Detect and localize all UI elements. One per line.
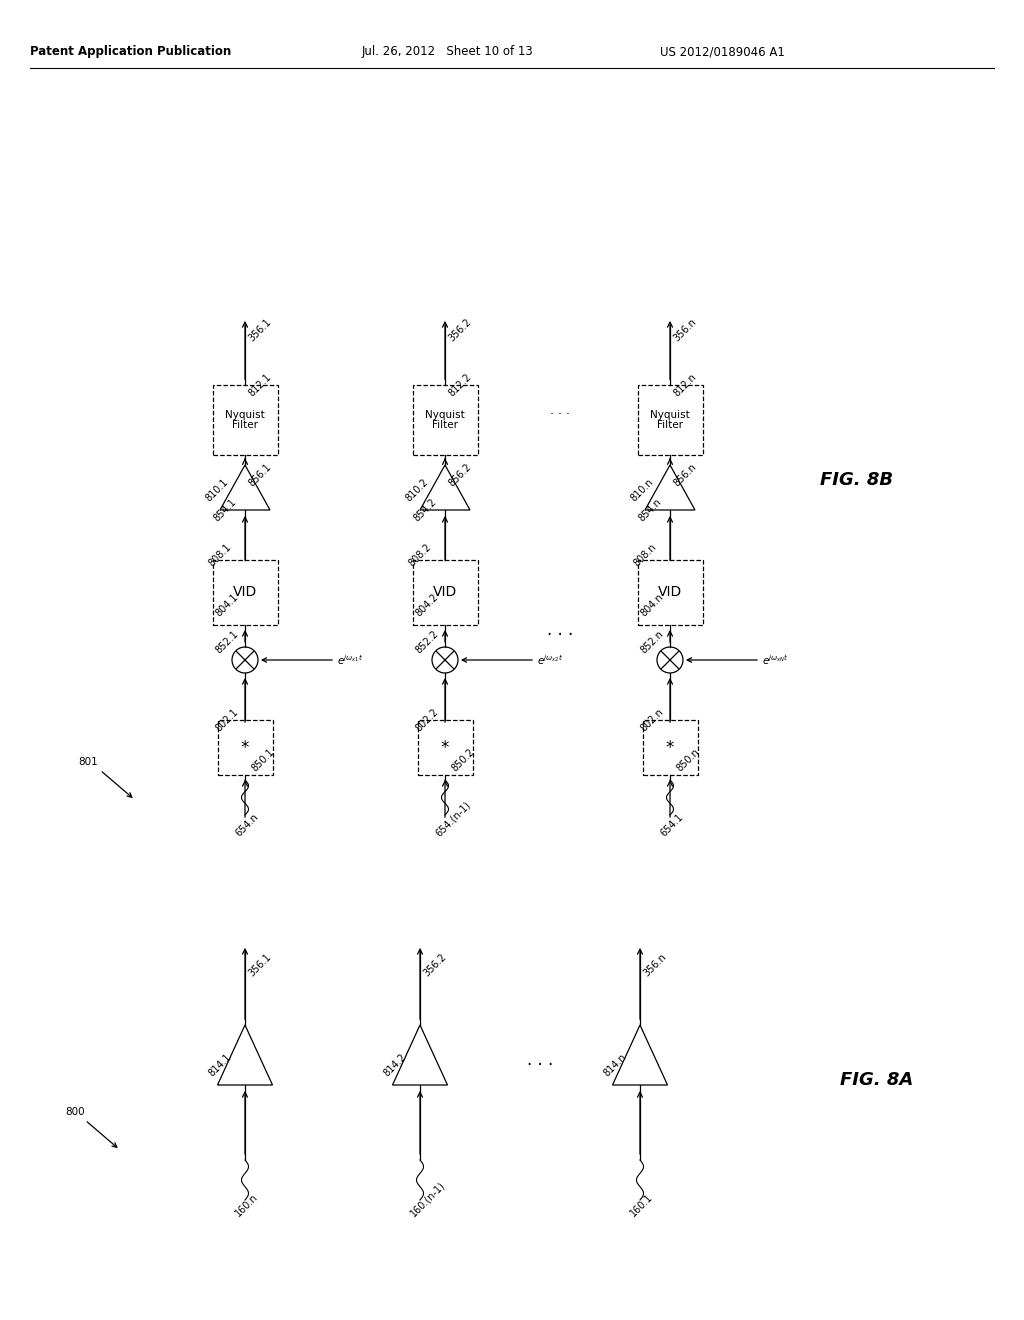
Bar [642, 719, 697, 775]
Text: 356.2: 356.2 [422, 952, 449, 978]
Text: 356.2: 356.2 [446, 317, 473, 343]
Text: 854.1: 854.1 [212, 496, 238, 524]
Text: FIG. 8B: FIG. 8B [820, 471, 893, 488]
Text: 812.1: 812.1 [247, 372, 273, 399]
Bar [413, 385, 477, 455]
Text: Patent Application Publication: Patent Application Publication [30, 45, 231, 58]
Text: 160.1: 160.1 [629, 1192, 655, 1218]
Text: Jul. 26, 2012   Sheet 10 of 13: Jul. 26, 2012 Sheet 10 of 13 [362, 45, 534, 58]
Text: *: * [440, 738, 450, 756]
Text: 654.1: 654.1 [658, 812, 685, 838]
Text: VID: VID [433, 586, 457, 599]
Text: . . .: . . . [527, 1051, 553, 1069]
Text: 852.n: 852.n [639, 628, 666, 656]
Circle shape [232, 647, 258, 673]
Text: Nyquist: Nyquist [425, 411, 465, 420]
Text: 804.n: 804.n [639, 591, 665, 619]
Text: 654.n: 654.n [233, 812, 260, 838]
Text: 160.(n-1): 160.(n-1) [409, 1180, 447, 1218]
Text: $e^{j\omega_{x1}t}$: $e^{j\omega_{x1}t}$ [337, 653, 364, 667]
Text: US 2012/0189046 A1: US 2012/0189046 A1 [660, 45, 784, 58]
Text: 808.2: 808.2 [407, 543, 433, 569]
Polygon shape [612, 1026, 668, 1085]
Bar [418, 719, 472, 775]
Text: 814.n: 814.n [601, 1052, 628, 1078]
Bar [217, 719, 272, 775]
Bar [213, 385, 278, 455]
Text: 808.1: 808.1 [207, 543, 233, 569]
Text: *: * [666, 738, 674, 756]
Text: 850.2: 850.2 [450, 747, 476, 774]
Text: 854.n: 854.n [637, 496, 664, 524]
Text: VID: VID [657, 586, 682, 599]
Text: 160.n: 160.n [233, 1192, 260, 1218]
Text: Nyquist: Nyquist [650, 411, 690, 420]
Text: 808.n: 808.n [632, 543, 658, 569]
Bar [413, 560, 477, 624]
Text: 654.(n-1): 654.(n-1) [433, 800, 472, 838]
Text: 810.2: 810.2 [403, 477, 430, 503]
Text: 810.1: 810.1 [204, 477, 230, 503]
Polygon shape [220, 465, 270, 510]
Text: 852.1: 852.1 [213, 628, 241, 656]
Text: Nyquist: Nyquist [225, 411, 265, 420]
Text: 854.2: 854.2 [412, 496, 438, 524]
Text: 856.2: 856.2 [446, 462, 473, 488]
Text: $e^{j\omega_{xN}t}$: $e^{j\omega_{xN}t}$ [762, 653, 790, 667]
Text: 356.1: 356.1 [247, 952, 273, 978]
Text: Filter: Filter [432, 420, 458, 430]
Text: 800: 800 [65, 1107, 85, 1117]
Text: FIG. 8A: FIG. 8A [840, 1071, 913, 1089]
Text: . . .: . . . [547, 620, 573, 639]
Text: Filter: Filter [657, 420, 683, 430]
Text: 812.n: 812.n [672, 372, 698, 399]
Text: VID: VID [232, 586, 257, 599]
Bar [638, 385, 702, 455]
Polygon shape [392, 1026, 447, 1085]
Text: $e^{j\omega_{x2}t}$: $e^{j\omega_{x2}t}$ [537, 653, 563, 667]
Bar [213, 560, 278, 624]
Polygon shape [217, 1026, 272, 1085]
Text: 850.1: 850.1 [250, 747, 276, 774]
Text: *: * [241, 738, 249, 756]
Text: 802.1: 802.1 [213, 708, 240, 734]
Text: 804.1: 804.1 [213, 591, 240, 619]
Polygon shape [420, 465, 470, 510]
Text: 810.n: 810.n [629, 477, 655, 503]
Polygon shape [645, 465, 695, 510]
Text: 802.2: 802.2 [414, 706, 440, 734]
Text: 356.1: 356.1 [247, 317, 273, 343]
Text: 814.2: 814.2 [382, 1052, 409, 1078]
Text: 356.n: 356.n [641, 952, 668, 978]
Text: 801: 801 [78, 756, 97, 767]
Text: 356.n: 356.n [672, 317, 698, 343]
Text: 814.1: 814.1 [207, 1052, 233, 1078]
Text: Filter: Filter [232, 420, 258, 430]
Circle shape [657, 647, 683, 673]
Text: 856.1: 856.1 [247, 462, 273, 488]
Text: 804.2: 804.2 [414, 591, 440, 619]
Text: 850.n: 850.n [675, 747, 701, 774]
Circle shape [432, 647, 458, 673]
Text: . . .: . . . [550, 404, 570, 417]
Text: 852.2: 852.2 [414, 628, 440, 656]
Text: 812.2: 812.2 [446, 372, 473, 399]
Text: 802.n: 802.n [639, 706, 666, 734]
Text: 856.n: 856.n [672, 462, 698, 488]
Bar [638, 560, 702, 624]
